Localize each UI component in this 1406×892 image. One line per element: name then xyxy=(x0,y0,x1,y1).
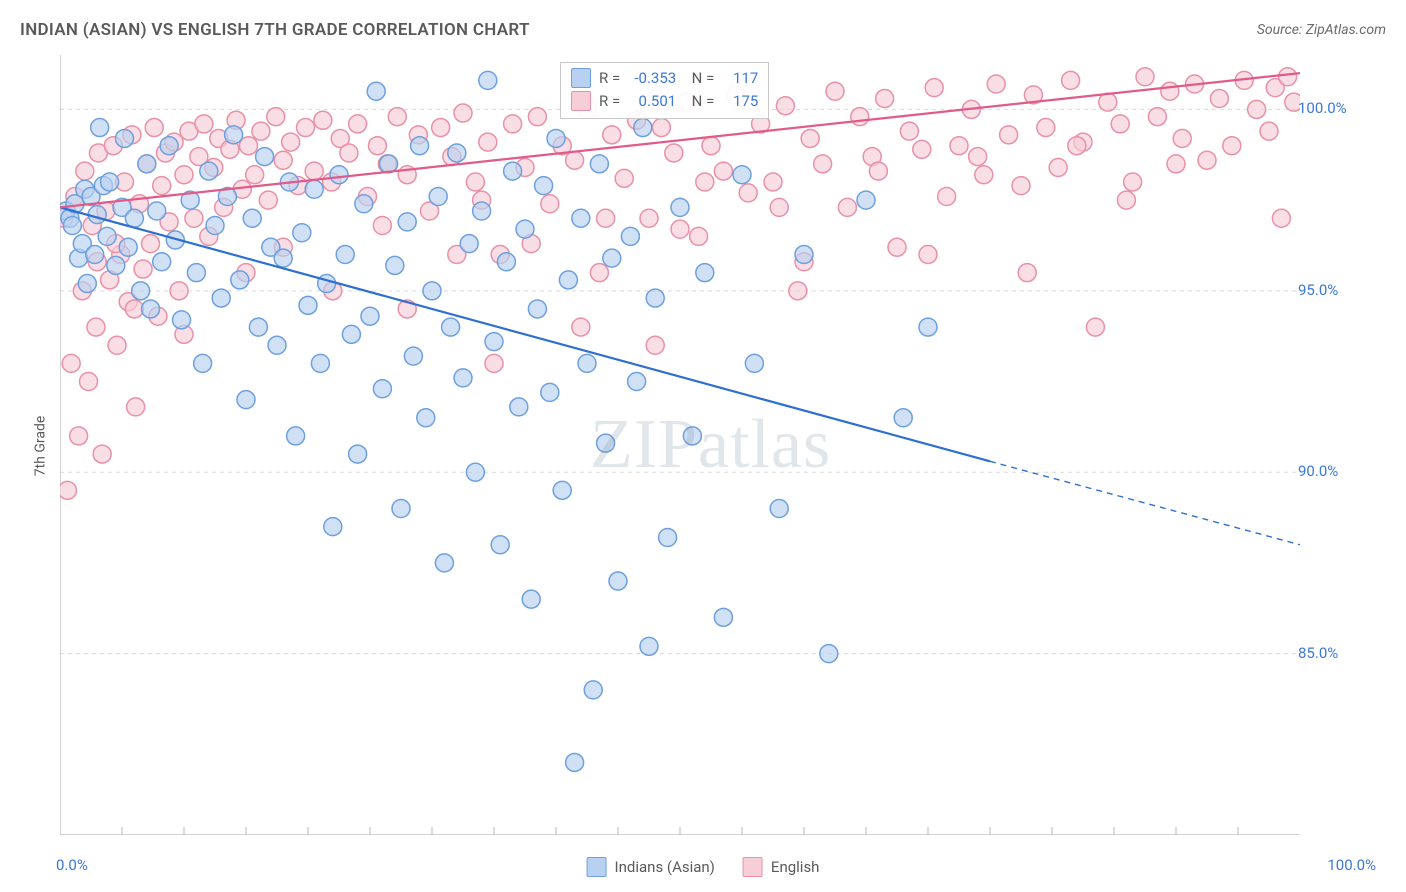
scatter-plot xyxy=(60,55,1300,835)
legend-label-indians: Indians (Asian) xyxy=(615,858,715,876)
chart-title: INDIAN (ASIAN) VS ENGLISH 7TH GRADE CORR… xyxy=(20,20,530,40)
y-tick-label: 90.0% xyxy=(1298,462,1378,480)
legend-item-english: English xyxy=(743,857,820,877)
legend-label-english: English xyxy=(771,858,820,876)
legend-swatch-indians xyxy=(587,857,607,877)
n-value-indians: 117 xyxy=(722,67,758,90)
legend-item-indians: Indians (Asian) xyxy=(587,857,715,877)
stats-row-english: R = 0.501 N = 175 xyxy=(571,90,758,113)
source-label: Source: ZipAtlas.com xyxy=(1257,22,1386,38)
swatch-english xyxy=(571,91,591,111)
n-value-english: 175 xyxy=(722,90,758,113)
y-axis-label: 7th Grade xyxy=(32,416,48,477)
chart-container: INDIAN (ASIAN) VS ENGLISH 7TH GRADE CORR… xyxy=(0,0,1406,892)
x-right-label: 100.0% xyxy=(1327,856,1376,874)
bottom-legend: Indians (Asian) English xyxy=(587,857,820,877)
swatch-indians xyxy=(571,68,591,88)
x-left-label: 0.0% xyxy=(56,856,88,874)
stats-legend-box: R = -0.353 N = 117 R = 0.501 N = 175 xyxy=(560,62,769,119)
y-tick-label: 100.0% xyxy=(1298,99,1378,117)
stats-row-indians: R = -0.353 N = 117 xyxy=(571,67,758,90)
legend-swatch-english xyxy=(743,857,763,877)
r-value-english: 0.501 xyxy=(628,90,676,113)
r-value-indians: -0.353 xyxy=(628,67,676,90)
y-tick-label: 85.0% xyxy=(1298,644,1378,662)
y-tick-label: 95.0% xyxy=(1298,281,1378,299)
